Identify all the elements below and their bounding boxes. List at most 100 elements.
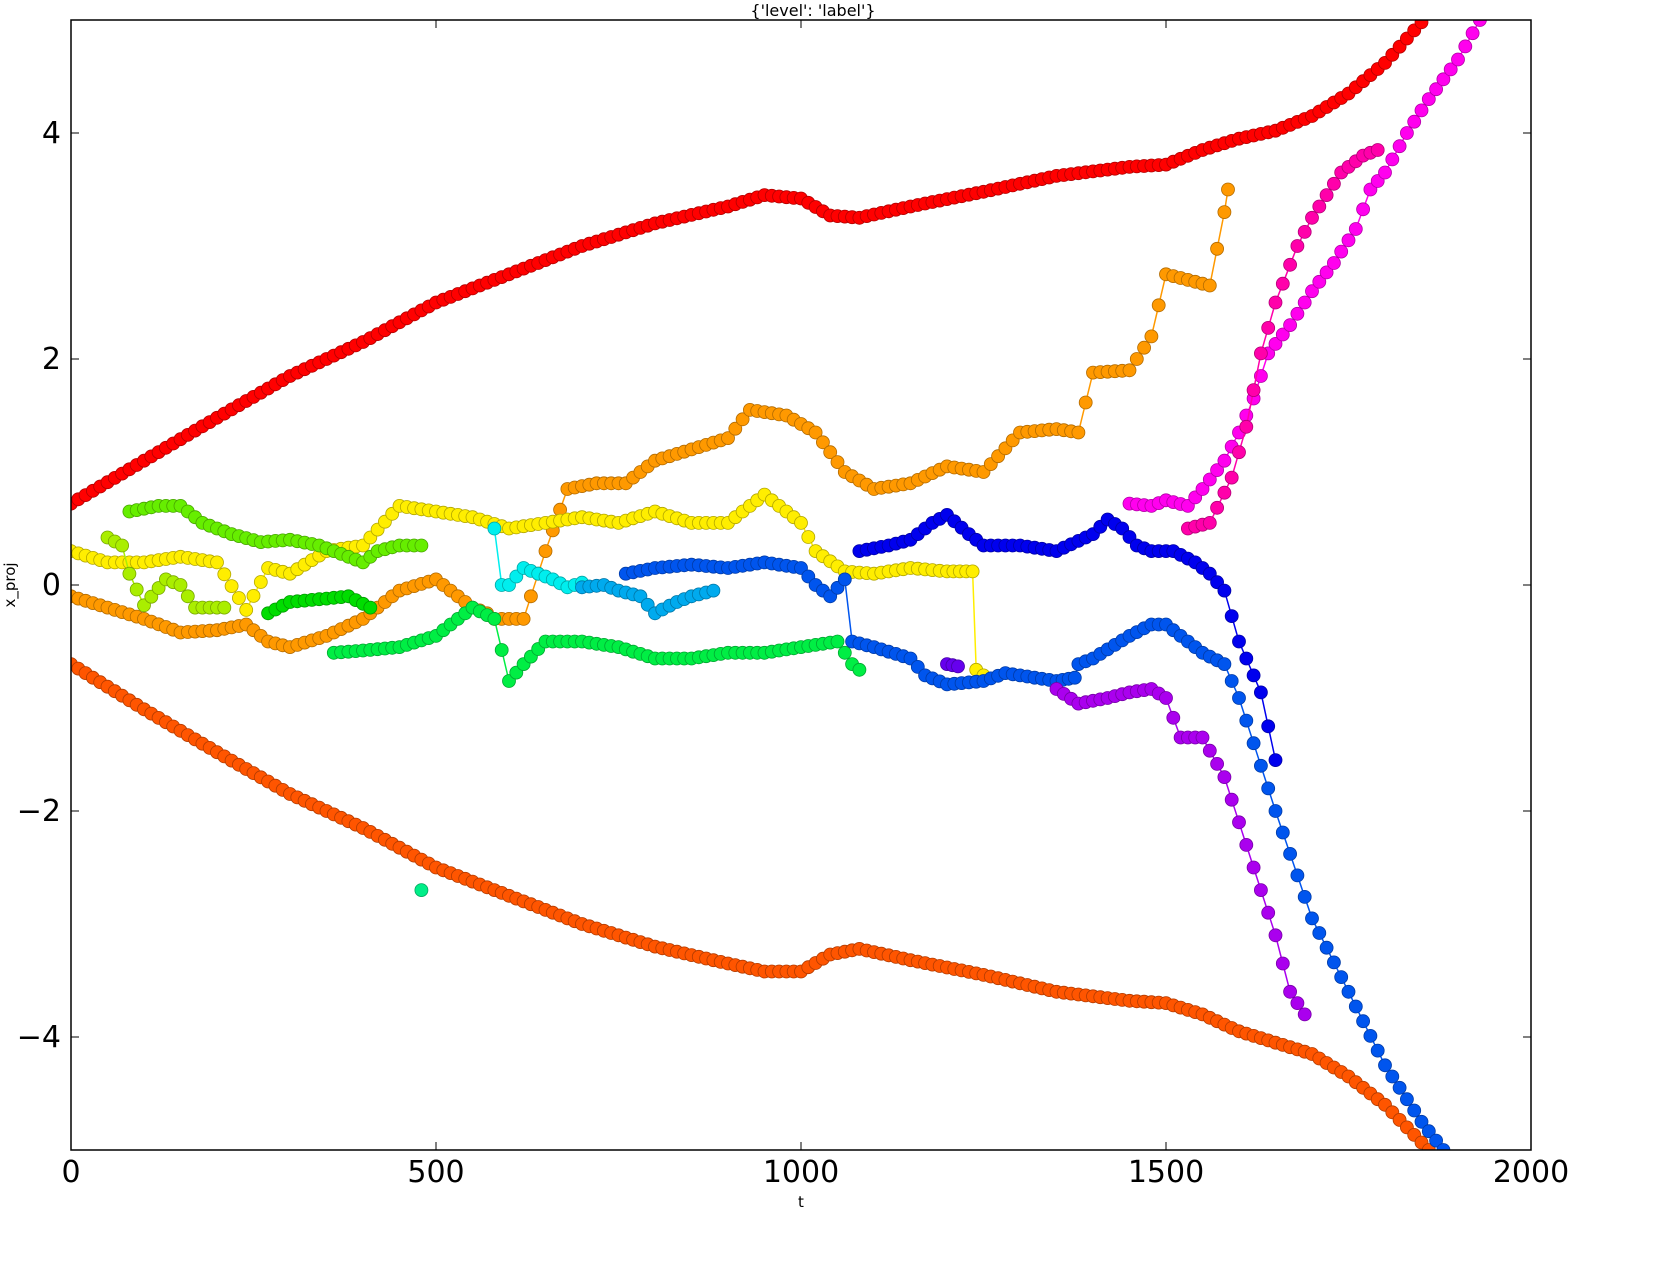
series-10: [575, 578, 721, 621]
data-point: [1217, 205, 1232, 220]
series-11: [618, 555, 1451, 1150]
data-point: [1210, 500, 1224, 515]
data-point: [1254, 758, 1268, 773]
data-point: [1334, 244, 1349, 259]
data-point: [1283, 984, 1297, 999]
data-point: [1370, 143, 1385, 157]
data-point: [487, 521, 502, 536]
data-point: [1407, 114, 1422, 129]
data-point: [1202, 278, 1217, 293]
data-point: [1210, 757, 1224, 771]
data-point: [1224, 609, 1239, 623]
data-point: [965, 564, 980, 579]
data-point: [1385, 152, 1400, 167]
data-point: [1378, 1058, 1392, 1073]
data-point: [129, 582, 144, 597]
series-4: [100, 530, 232, 615]
y-tick-label: −4: [17, 1020, 61, 1055]
series-line-2: [71, 189, 1229, 648]
data-point: [1283, 847, 1297, 861]
data-point: [1275, 825, 1290, 840]
data-point: [1151, 298, 1166, 313]
data-point: [1348, 222, 1363, 236]
data-point: [1137, 340, 1151, 355]
data-point: [231, 591, 246, 605]
data-point: [1443, 62, 1458, 77]
data-point: [1290, 868, 1305, 883]
data-point: [1392, 139, 1407, 154]
data-point: [1254, 883, 1268, 897]
data-point: [1451, 52, 1465, 67]
data-point: [1071, 425, 1086, 440]
data-point: [1297, 295, 1312, 310]
series-15: [1122, 20, 1487, 513]
data-point: [1305, 210, 1319, 225]
y-tick-label: 4: [42, 116, 61, 151]
x-tick-label: 500: [407, 1155, 464, 1190]
data-point: [246, 589, 261, 603]
series-line-0: [71, 21, 1423, 505]
data-point: [217, 567, 232, 582]
data-point: [1290, 996, 1305, 1010]
data-point: [1217, 485, 1232, 500]
series-12: [852, 508, 1283, 767]
data-point: [1261, 905, 1276, 920]
data-point: [1268, 295, 1283, 310]
data-point: [728, 421, 743, 436]
data-point: [852, 662, 867, 677]
data-point: [1239, 838, 1254, 852]
data-point: [1246, 736, 1261, 751]
data-point: [1078, 395, 1093, 410]
data-point: [1268, 804, 1283, 818]
data-point: [1436, 72, 1451, 87]
series-1: [71, 657, 1436, 1150]
series-6: [261, 589, 378, 621]
data-point: [1400, 126, 1414, 140]
data-point: [1385, 1069, 1400, 1084]
series-5: [122, 498, 429, 570]
data-point: [1195, 730, 1210, 745]
data-point: [1356, 1014, 1370, 1029]
series-0: [71, 20, 1429, 511]
data-point: [1465, 26, 1480, 41]
series-14: [1049, 682, 1312, 1022]
x-tick-label: 2000: [1493, 1155, 1569, 1190]
data-point: [1232, 634, 1246, 649]
data-point: [1246, 383, 1261, 398]
data-point: [808, 425, 823, 440]
data-point: [837, 572, 852, 587]
data-point: [180, 589, 195, 604]
data-point: [1246, 860, 1261, 875]
data-point: [1290, 239, 1305, 253]
data-point: [1297, 890, 1312, 904]
data-point: [1319, 188, 1334, 203]
data-point: [217, 600, 232, 615]
x-tick-label: 0: [61, 1155, 80, 1190]
data-point: [1232, 815, 1246, 830]
series-16: [1181, 143, 1385, 536]
data-point: [1261, 719, 1276, 734]
data-point: [951, 659, 965, 674]
data-point: [830, 455, 845, 470]
y-tick-label: −2: [17, 794, 61, 829]
data-point: [239, 603, 254, 617]
data-point: [1458, 39, 1473, 54]
data-point: [1290, 306, 1305, 321]
data-point: [1414, 103, 1429, 118]
data-point: [1305, 284, 1319, 299]
data-point: [1159, 691, 1173, 705]
data-point: [1421, 92, 1436, 106]
series-8: [414, 883, 429, 897]
data-point: [1067, 670, 1082, 685]
data-point: [1319, 940, 1334, 955]
series-9: [487, 521, 589, 595]
data-point: [1254, 685, 1268, 700]
series-3: [71, 487, 991, 683]
y-tick-label: 2: [42, 342, 61, 377]
data-point: [1283, 257, 1297, 272]
data-point: [1327, 955, 1341, 970]
y-tick-label: 0: [42, 568, 61, 603]
data-point: [1210, 241, 1224, 256]
series-layer: [71, 20, 1487, 1150]
data-point: [1246, 668, 1261, 683]
